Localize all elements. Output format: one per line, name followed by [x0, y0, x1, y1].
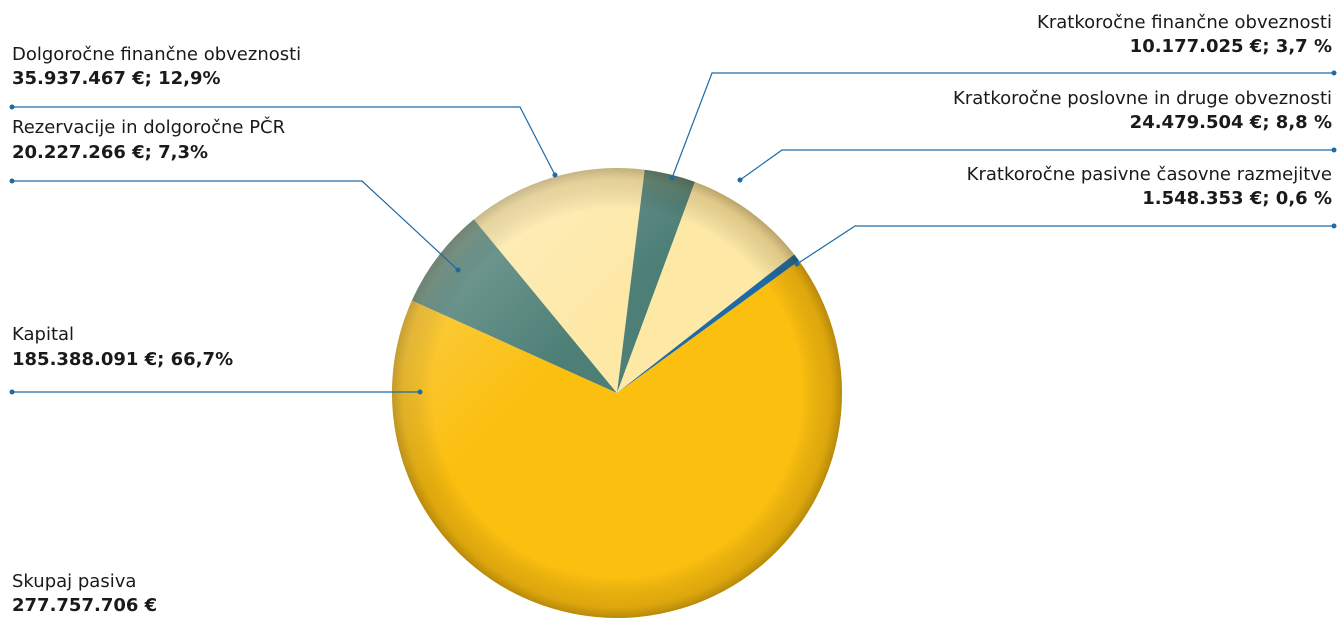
label-name: Kratkoročne pasivne časovne razmejitve	[967, 164, 1332, 185]
labels: Kapital 185.388.091 €; 66,7% Rezervacije i…	[9, 12, 1337, 395]
leader-dot	[9, 104, 15, 110]
leader-line	[671, 72, 1334, 179]
label-name: Rezervacije in dolgoročne PČR	[12, 116, 285, 138]
label-value: 1.548.353 €; 0,6 %	[1142, 188, 1332, 209]
leader-dot	[669, 175, 675, 181]
leader-dot	[455, 267, 461, 273]
label-value: 10.177.025 €; 3,7 %	[1130, 36, 1332, 57]
leader-dot	[9, 178, 15, 184]
leader-dot	[794, 261, 800, 267]
label-value: 20.227.266 €; 7,3%	[12, 142, 208, 163]
label-name: Kratkoročne poslovne in druge obveznosti	[953, 88, 1332, 109]
leader-dot	[552, 172, 558, 178]
leader-dot	[1331, 70, 1337, 76]
label-value: 185.388.091 €; 66,7%	[12, 349, 233, 370]
pie-highlight	[392, 168, 842, 618]
label-name: Kapital	[12, 324, 74, 345]
leader-line	[12, 180, 459, 271]
leader-line	[739, 149, 1334, 181]
leader-dot	[1331, 147, 1337, 153]
leader-dot	[417, 389, 423, 395]
label-name: Dolgoročne finančne obveznosti	[12, 44, 301, 65]
label-value: 35.937.467 €; 12,9%	[12, 68, 221, 89]
label-value: 24.479.504 €; 8,8 %	[1130, 112, 1332, 133]
leader-dot	[737, 177, 743, 183]
leader-line	[12, 106, 556, 176]
label-name: Kratkoročne finančne obveznosti	[1037, 12, 1332, 33]
leader-dot	[1331, 223, 1337, 229]
leader-line	[796, 225, 1334, 265]
total-value: 277.757.706 €	[12, 595, 157, 616]
leader-dot	[9, 389, 15, 395]
total-title: Skupaj pasiva	[12, 571, 136, 592]
